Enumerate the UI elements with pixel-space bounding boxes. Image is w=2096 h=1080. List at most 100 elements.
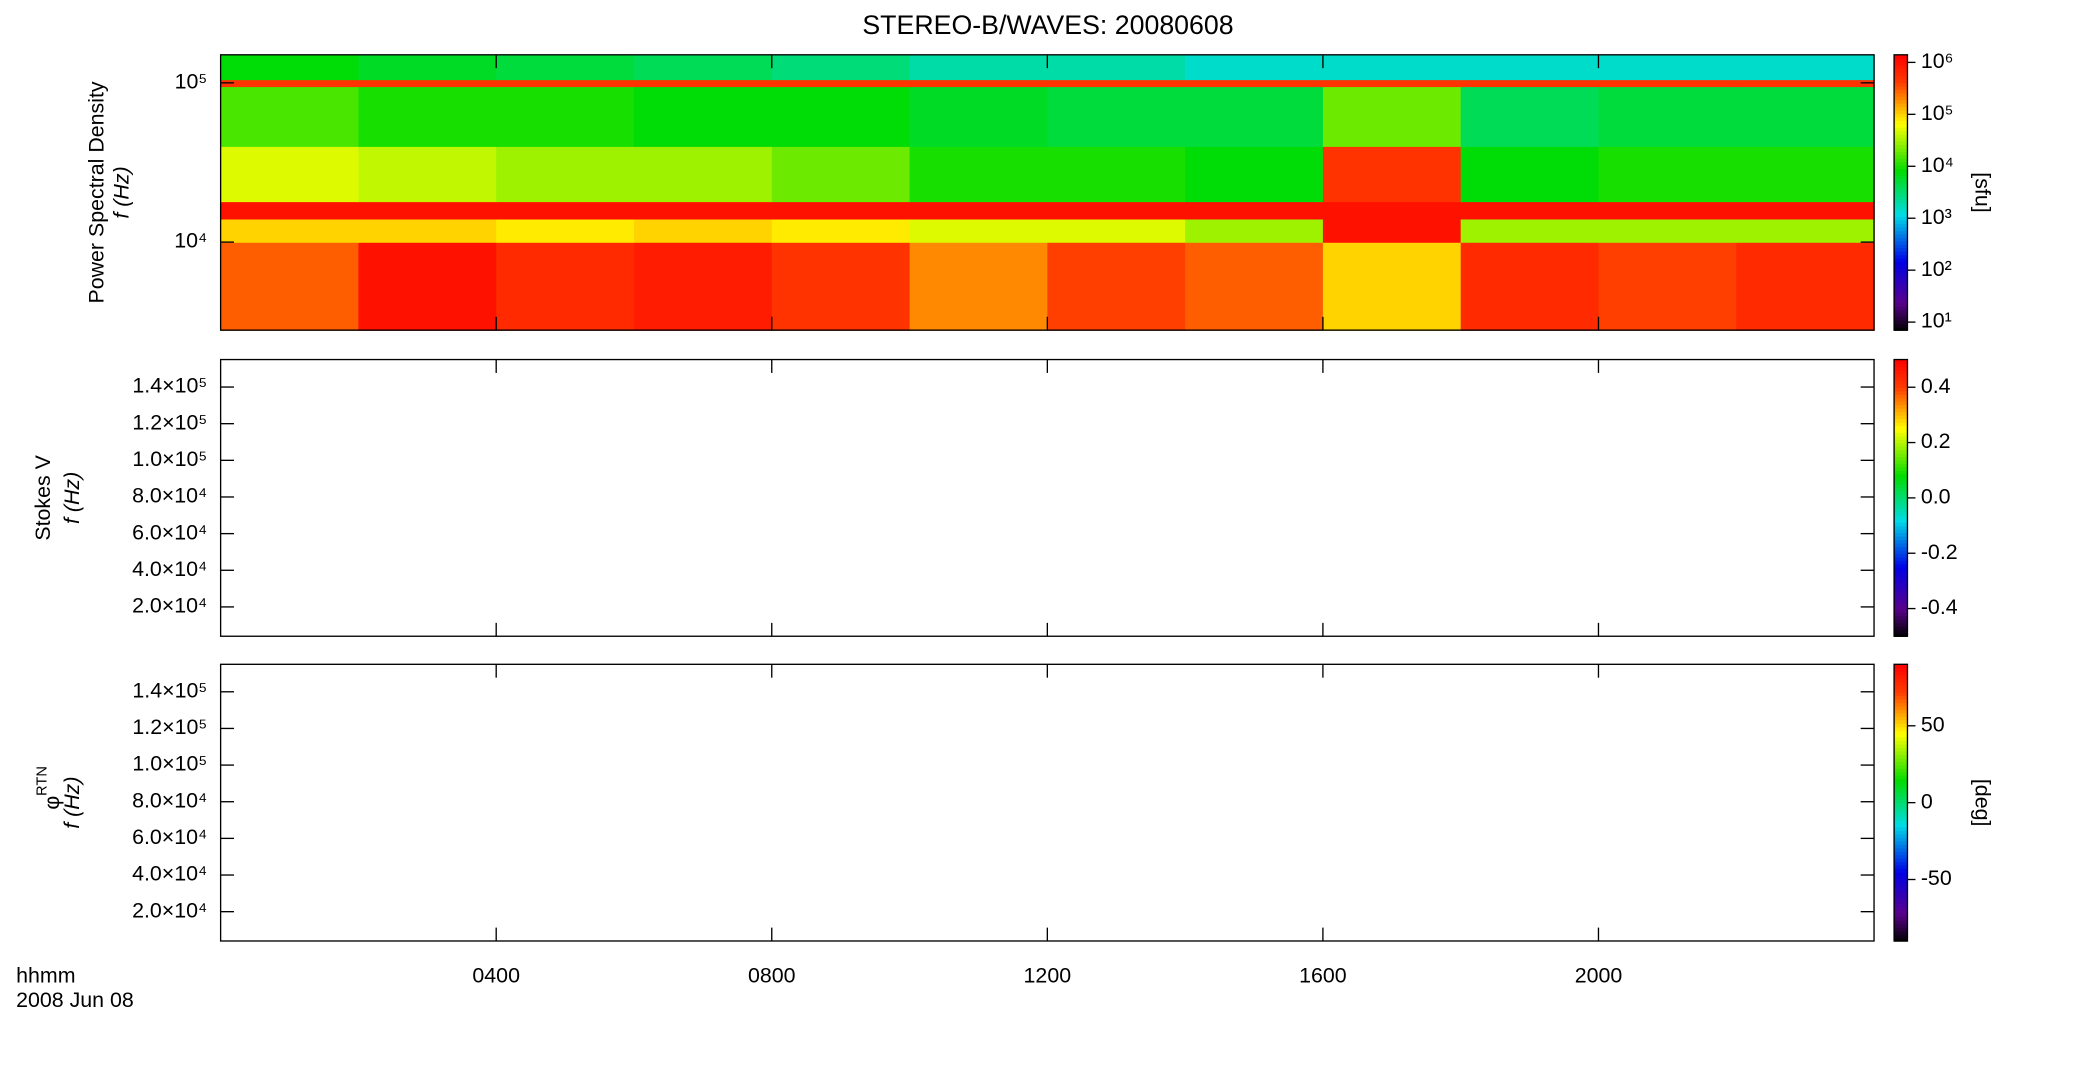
colorbar-swatch (1894, 743, 1908, 748)
colorbar-swatch (1894, 632, 1908, 637)
colorbar-swatch (1894, 740, 1908, 745)
y-tick-label: 10⁵ (175, 69, 208, 93)
colorbar-swatch (1894, 937, 1908, 942)
colorbar-swatch (1894, 522, 1908, 527)
heatmap-cell (633, 54, 773, 81)
heatmap-cell (358, 146, 497, 203)
heatmap-cell (1736, 79, 1875, 88)
colorbar-swatch (1894, 490, 1908, 496)
colorbar-swatch (1894, 261, 1908, 266)
colorbar-swatch (1894, 68, 1908, 73)
colorbar-swatch (1894, 567, 1908, 572)
heatmap-cell (1598, 54, 1737, 81)
heatmap-cell (1598, 201, 1737, 220)
colorbar-swatch (1894, 223, 1908, 228)
heatmap-cell (220, 242, 360, 331)
colorbar-swatch (1894, 185, 1908, 190)
colorbar-swatch (1894, 220, 1908, 225)
colorbar-swatch (1894, 927, 1908, 932)
heatmap-cell (771, 86, 911, 147)
heatmap-cell (771, 242, 911, 331)
heatmap-cell (496, 201, 635, 220)
heatmap-cell (220, 54, 360, 81)
heatmap-cell (358, 201, 497, 220)
colorbar-swatch (1894, 875, 1908, 880)
y-tick-label: 4.0×10⁴ (132, 557, 207, 581)
date-label: 2008 Jun 08 (16, 988, 134, 1012)
y-tick-label: 2.0×10⁴ (132, 898, 207, 922)
x-tick-label: 1200 (1024, 964, 1072, 988)
colorbar-swatch (1894, 275, 1908, 280)
colorbar-swatch (1894, 369, 1908, 375)
colorbar-swatch (1894, 285, 1908, 290)
colorbar-swatch (1894, 549, 1908, 554)
heatmap-cell (1460, 201, 1600, 220)
colorbar-swatch (1894, 206, 1908, 211)
colorbar-swatch (1894, 868, 1908, 873)
y-tick-label: 1.2×10⁵ (132, 715, 207, 739)
colorbar-swatch (1894, 144, 1908, 149)
colorbar-swatch (1894, 306, 1908, 311)
y-tick-label: 1.2×10⁵ (132, 410, 207, 434)
heatmap-cell (1460, 242, 1600, 331)
colorbar-swatch (1894, 923, 1908, 928)
heatmap-cell (633, 79, 773, 88)
colorbar-swatch (1894, 407, 1908, 413)
colorbar-swatch (1894, 560, 1908, 565)
colorbar-swatch (1894, 761, 1908, 766)
colorbar-swatch (1894, 854, 1908, 859)
heatmap-cell (1322, 201, 1462, 220)
colorbar-swatch (1894, 878, 1908, 883)
x-tick-label: 0400 (472, 964, 520, 988)
colorbar-swatch (1894, 750, 1908, 755)
colorbar-swatch (1894, 781, 1908, 787)
heatmap-cell (358, 79, 497, 88)
heatmap-cell (1460, 54, 1600, 81)
colorbar-swatch (1894, 892, 1908, 897)
colorbar-swatch (1894, 913, 1908, 918)
colorbar-swatch (1894, 695, 1908, 700)
colorbar-swatch (1894, 594, 1908, 599)
colorbar-swatch (1894, 199, 1908, 204)
colorbar-swatch (1894, 587, 1908, 592)
colorbar-swatch (1894, 477, 1908, 482)
colorbar-label: [sfu] (1970, 172, 1994, 212)
heatmap-cell (771, 79, 911, 88)
colorbar-swatch (1894, 247, 1908, 252)
colorbar-swatch (1894, 65, 1908, 70)
colorbar-swatch (1894, 418, 1908, 423)
x-tick-label: 2000 (1575, 964, 1623, 988)
colorbar-swatch (1894, 920, 1908, 925)
y-tick-label: 1.4×10⁵ (132, 678, 207, 702)
colorbar-tick-label: 50 (1921, 712, 1945, 736)
heatmap-cell (1047, 218, 1186, 243)
colorbar-swatch (1894, 664, 1908, 669)
colorbar-swatch (1894, 591, 1908, 596)
colorbar-swatch (1894, 622, 1908, 627)
colorbar-swatch (1894, 802, 1908, 807)
colorbar-swatch (1894, 847, 1908, 852)
colorbar-swatch (1894, 902, 1908, 908)
colorbar-swatch (1894, 182, 1908, 187)
colorbar-swatch (1894, 421, 1908, 426)
colorbar-swatch (1894, 435, 1908, 440)
colorbar-swatch (1894, 456, 1908, 461)
colorbar-swatch (1894, 840, 1908, 845)
colorbar-swatch (1894, 85, 1908, 90)
colorbar-swatch (1894, 816, 1908, 821)
chart-title: STEREO-B/WAVES: 20080608 (862, 10, 1233, 40)
colorbar-swatch (1894, 209, 1908, 214)
colorbar-swatch (1894, 312, 1908, 318)
colorbar-swatch (1894, 494, 1908, 499)
colorbar-tick-label: 0.2 (1921, 429, 1951, 453)
y-tick-label: 1.4×10⁵ (132, 374, 207, 398)
heatmap-cell (1460, 146, 1600, 203)
colorbar-swatch (1894, 175, 1908, 180)
colorbar-swatch (1894, 480, 1908, 485)
colorbar-swatch (1894, 233, 1908, 238)
colorbar-swatch (1894, 213, 1908, 218)
heatmap-cell (1322, 146, 1462, 203)
colorbar-swatch (1894, 799, 1908, 804)
colorbar-swatch (1894, 864, 1908, 870)
